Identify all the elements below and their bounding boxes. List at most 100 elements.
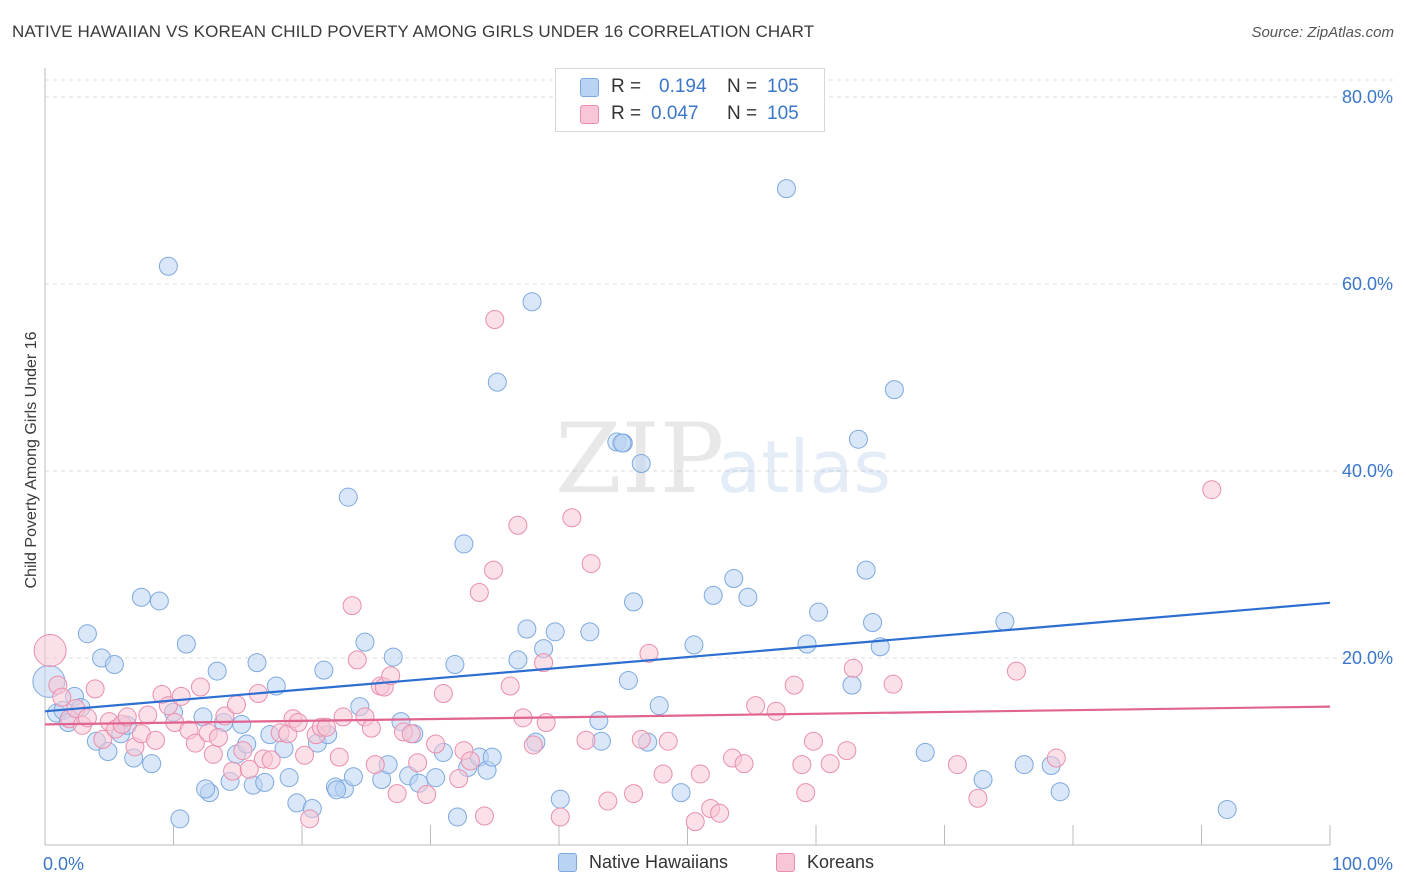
- korean-point: [685, 812, 705, 832]
- korean-point: [581, 554, 601, 574]
- legend-r-value: 0.047: [651, 103, 699, 124]
- y-tick-label: 20.0%: [1342, 648, 1393, 668]
- x-tick-label: 0.0%: [43, 854, 84, 874]
- native-hawaiian-point: [848, 429, 868, 449]
- native-hawaiian-point: [355, 632, 375, 652]
- chart-title: NATIVE HAWAIIAN VS KOREAN CHILD POVERTY …: [12, 22, 815, 41]
- korean-point: [746, 696, 766, 716]
- legend-row-native-hawaiians: R = 0.194 N = 105: [580, 74, 799, 100]
- korean-point: [508, 515, 528, 535]
- native-hawaiian-point: [671, 783, 691, 803]
- native-hawaiian-point: [454, 534, 474, 554]
- korean-point: [792, 755, 812, 775]
- native-hawaiian-point: [545, 622, 565, 642]
- korean-point: [329, 747, 349, 767]
- korean-point: [203, 744, 223, 764]
- korean-point: [342, 596, 362, 616]
- y-tick-label: 60.0%: [1342, 274, 1393, 294]
- korean-point: [534, 653, 554, 673]
- native-hawaiian-point: [142, 754, 162, 774]
- legend-row-koreans: R = 0.047 N = 105: [580, 101, 799, 127]
- watermark: ZIP atlas: [555, 403, 891, 515]
- native-hawaiian-point: [104, 655, 124, 675]
- native-hawaiian-point: [255, 772, 275, 792]
- korean-point: [295, 745, 315, 765]
- native-hawaiian-point: [482, 747, 502, 767]
- korean-point: [1006, 661, 1026, 681]
- korean-point: [171, 686, 191, 706]
- korean-point: [417, 785, 437, 805]
- native-hawaiian-point: [338, 487, 358, 507]
- korean-point: [215, 706, 235, 726]
- native-hawaiian-point: [314, 660, 334, 680]
- korean-point: [261, 750, 281, 770]
- korean-point: [837, 741, 857, 761]
- native-hawaiian-point: [842, 675, 862, 695]
- legend-r-value: 0.194: [659, 76, 707, 97]
- series-koreans: [33, 310, 1222, 832]
- native-hawaiian-point: [517, 619, 537, 639]
- korean-point: [138, 705, 158, 725]
- tick-labels: 20.0% 40.0% 60.0% 80.0% 0.0% 100.0%: [43, 87, 1393, 874]
- native-hawaiian-point: [797, 634, 817, 654]
- korean-point: [93, 729, 113, 749]
- grid-lines: [45, 79, 1393, 659]
- korean-point: [33, 634, 67, 668]
- native-hawaiian-point: [508, 650, 528, 670]
- native-hawaiian-point: [522, 292, 542, 312]
- native-hawaiian-point: [487, 372, 507, 392]
- native-hawaiian-point: [77, 624, 97, 644]
- legend-r-label: R =: [611, 76, 642, 97]
- native-hawaiian-point: [149, 591, 169, 611]
- y-axis-label: Child Poverty Among Girls Under 16: [23, 331, 40, 589]
- korean-point: [598, 791, 618, 811]
- native-hawaiian-point: [915, 742, 935, 762]
- korean-point: [734, 754, 754, 774]
- korean-point: [469, 583, 489, 603]
- korean-point: [233, 741, 253, 761]
- native-hawaiian-point: [612, 433, 632, 453]
- native-hawaiian-point: [343, 767, 363, 787]
- korean-point: [803, 731, 823, 751]
- native-hawaiian-point: [279, 768, 299, 788]
- native-hawaiian-point: [1217, 799, 1237, 819]
- korean-point: [639, 643, 659, 663]
- native-hawaiian-point: [684, 635, 704, 655]
- native-hawaiian-point: [207, 661, 227, 681]
- legend-item-koreans: Koreans: [776, 852, 874, 873]
- native-hawaiian-point: [618, 670, 638, 690]
- legend-swatch-blue: [580, 77, 599, 97]
- legend-item-native-hawaiians: Native Hawaiians: [558, 852, 728, 873]
- legend-n-value: 105: [767, 103, 799, 124]
- korean-point: [1202, 480, 1222, 500]
- korean-point: [387, 784, 407, 804]
- legend-swatch-native-hawaiians: [558, 853, 577, 872]
- korean-point: [316, 717, 336, 737]
- legend-n-label: N =: [727, 103, 758, 124]
- y-tick-label: 80.0%: [1342, 87, 1393, 107]
- korean-point: [185, 733, 205, 753]
- native-hawaiian-point: [624, 592, 644, 612]
- korean-point: [500, 676, 520, 696]
- korean-point: [968, 788, 988, 808]
- correlation-legend: R = 0.194 N = 105 R = 0.047 N = 105: [555, 68, 825, 132]
- korean-point: [361, 718, 381, 738]
- native-hawaiian-point: [447, 807, 467, 827]
- native-hawaiian-point: [445, 655, 465, 675]
- korean-point: [624, 784, 644, 804]
- native-hawaiian-point: [631, 454, 651, 474]
- native-hawaiian-point: [176, 634, 196, 654]
- native-hawaiian-point: [170, 809, 190, 829]
- korean-point: [483, 560, 503, 580]
- native-hawaiian-point: [863, 612, 883, 632]
- korean-point: [474, 806, 494, 826]
- native-hawaiian-point: [426, 768, 446, 788]
- native-hawaiian-point: [703, 585, 723, 605]
- korean-point: [550, 807, 570, 827]
- korean-point: [117, 707, 137, 727]
- korean-point: [843, 658, 863, 678]
- korean-point: [52, 687, 72, 707]
- native-hawaiian-point: [870, 637, 890, 657]
- korean-point: [190, 677, 210, 697]
- korean-point: [223, 761, 243, 781]
